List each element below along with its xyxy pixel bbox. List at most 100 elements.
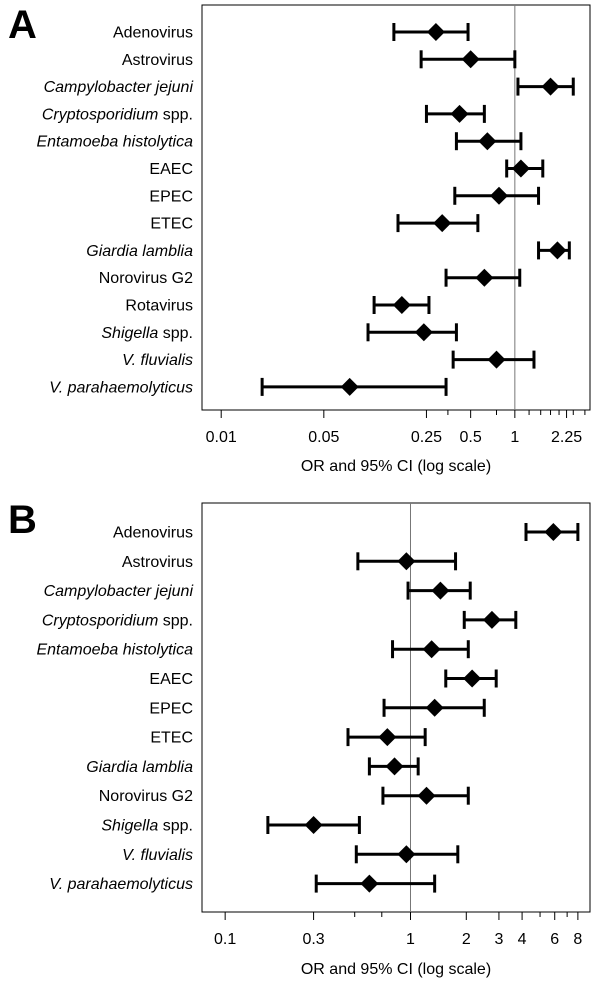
row-label: Campylobacter jejuni — [44, 583, 194, 600]
row-label: Cryptosporidium spp. — [42, 106, 193, 123]
or-point-diamond — [397, 845, 416, 864]
or-point-diamond — [340, 377, 359, 396]
row-label: ETEC — [150, 730, 193, 747]
row-label: Astrovirus — [122, 554, 193, 571]
x-tick-label: 1 — [510, 429, 519, 446]
or-point-diamond — [425, 698, 444, 717]
or-point-diamond — [450, 104, 469, 123]
row-label: Entamoeba histolytica — [36, 642, 193, 659]
or-point-diamond — [431, 581, 450, 600]
or-point-diamond — [548, 241, 567, 260]
row-label-name: Adenovirus — [113, 25, 193, 42]
row-label: Cryptosporidium spp. — [42, 612, 193, 629]
row-label-name: Adenovirus — [113, 525, 193, 542]
x-axis-title: OR and 95% CI (log scale) — [301, 458, 491, 475]
x-tick-label: 6 — [550, 931, 559, 948]
or-point-diamond — [378, 728, 397, 747]
x-tick-label: 4 — [518, 931, 527, 948]
panel-b: B 0.1 0.3 1 2 3 4 6 8 OR and 95% CI (log scale) Ad… — [8, 498, 591, 978]
row-label: Norovirus G2 — [99, 270, 193, 287]
x-axis-title: OR and 95% CI (log scale) — [301, 961, 491, 978]
row-label: Shigella spp. — [101, 325, 193, 342]
row-label-rest: spp. — [158, 325, 193, 342]
or-point-diamond — [487, 350, 506, 369]
row-label-rest: spp. — [158, 106, 193, 123]
or-point-diamond — [304, 816, 323, 834]
row-label: EAEC — [149, 671, 193, 688]
or-point-diamond — [433, 214, 452, 233]
row-label-italic: Giardia lamblia — [86, 759, 193, 776]
or-point-diamond — [392, 296, 411, 314]
row-label-name: Astrovirus — [122, 554, 193, 571]
row-label-name: Norovirus G2 — [99, 270, 193, 287]
row-label-italic: Campylobacter jejuni — [44, 583, 194, 600]
row-label: V. parahaemolyticus — [49, 379, 193, 396]
row-label-italic: V. parahaemolyticus — [49, 379, 193, 396]
row-label: Shigella spp. — [101, 818, 193, 835]
row-label: EAEC — [149, 161, 193, 178]
row-label-italic: Shigella — [101, 818, 158, 835]
panel-letter: B — [8, 498, 37, 542]
x-tick-label: 2.25 — [551, 429, 582, 446]
panel-a: A 0.01 0.05 0.25 0.5 1 2.25 OR and 95% CI (log … — [8, 3, 591, 475]
row-label: Adenovirus — [113, 25, 193, 42]
or-point-diamond — [511, 159, 530, 178]
or-point-diamond — [360, 874, 379, 893]
row-label-italic: V. fluvialis — [122, 847, 193, 864]
or-point-diamond — [541, 77, 560, 96]
row-label-name: EPEC — [149, 700, 193, 717]
or-point-diamond — [422, 640, 441, 659]
row-label: EPEC — [149, 700, 193, 717]
or-point-diamond — [414, 323, 433, 342]
row-label-italic: Entamoeba histolytica — [36, 642, 193, 659]
or-point-diamond — [475, 268, 494, 287]
plot-frame — [201, 502, 591, 913]
row-label-italic: V. parahaemolyticus — [49, 876, 193, 893]
or-point-diamond — [461, 50, 480, 69]
row-label: V. parahaemolyticus — [49, 876, 193, 893]
row-label-name: ETEC — [150, 216, 193, 233]
row-label: V. fluvialis — [122, 847, 193, 864]
row-label-name: EAEC — [149, 671, 193, 688]
or-point-diamond — [544, 523, 563, 541]
row-label-name: EPEC — [149, 188, 193, 205]
row-label: Campylobacter jejuni — [44, 79, 194, 96]
x-tick-label: 0.05 — [308, 429, 339, 446]
or-point-diamond — [397, 552, 416, 571]
x-tick-label: 3 — [494, 931, 503, 948]
row-label: ETEC — [150, 216, 193, 233]
or-point-diamond — [478, 132, 497, 151]
row-label-name: ETEC — [150, 730, 193, 747]
or-point-diamond — [482, 610, 501, 629]
row-label-italic: Cryptosporidium — [42, 612, 158, 629]
or-point-diamond — [463, 669, 482, 688]
row-label: Norovirus G2 — [99, 788, 193, 805]
row-label: Rotavirus — [125, 298, 193, 315]
x-tick-label: 8 — [573, 931, 582, 948]
row-label-rest: spp. — [158, 818, 193, 835]
row-label-italic: Shigella — [101, 325, 158, 342]
row-label-name: EAEC — [149, 161, 193, 178]
row-label: Astrovirus — [122, 52, 193, 69]
x-tick-label: 0.5 — [460, 429, 482, 446]
x-tick-label: 0.3 — [302, 931, 324, 948]
row-label: Giardia lamblia — [86, 759, 193, 776]
row-label-rest: spp. — [158, 612, 193, 629]
row-label-name: Norovirus G2 — [99, 788, 193, 805]
row-label-name: Astrovirus — [122, 52, 193, 69]
plot-frame — [201, 4, 591, 411]
panel-letter: A — [8, 3, 37, 47]
row-label: V. fluvialis — [122, 352, 193, 369]
row-label-italic: Giardia lamblia — [86, 243, 193, 260]
row-label: Adenovirus — [113, 525, 193, 542]
row-label-italic: Cryptosporidium — [42, 106, 158, 123]
or-point-diamond — [385, 757, 404, 776]
row-label-italic: Campylobacter jejuni — [44, 79, 194, 96]
x-tick-label: 0.01 — [206, 429, 237, 446]
row-label-italic: Entamoeba histolytica — [36, 134, 193, 151]
x-tick-label: 1 — [406, 931, 415, 948]
x-tick-label: 2 — [462, 931, 471, 948]
row-label: Giardia lamblia — [86, 243, 193, 260]
row-label: Entamoeba histolytica — [36, 134, 193, 151]
